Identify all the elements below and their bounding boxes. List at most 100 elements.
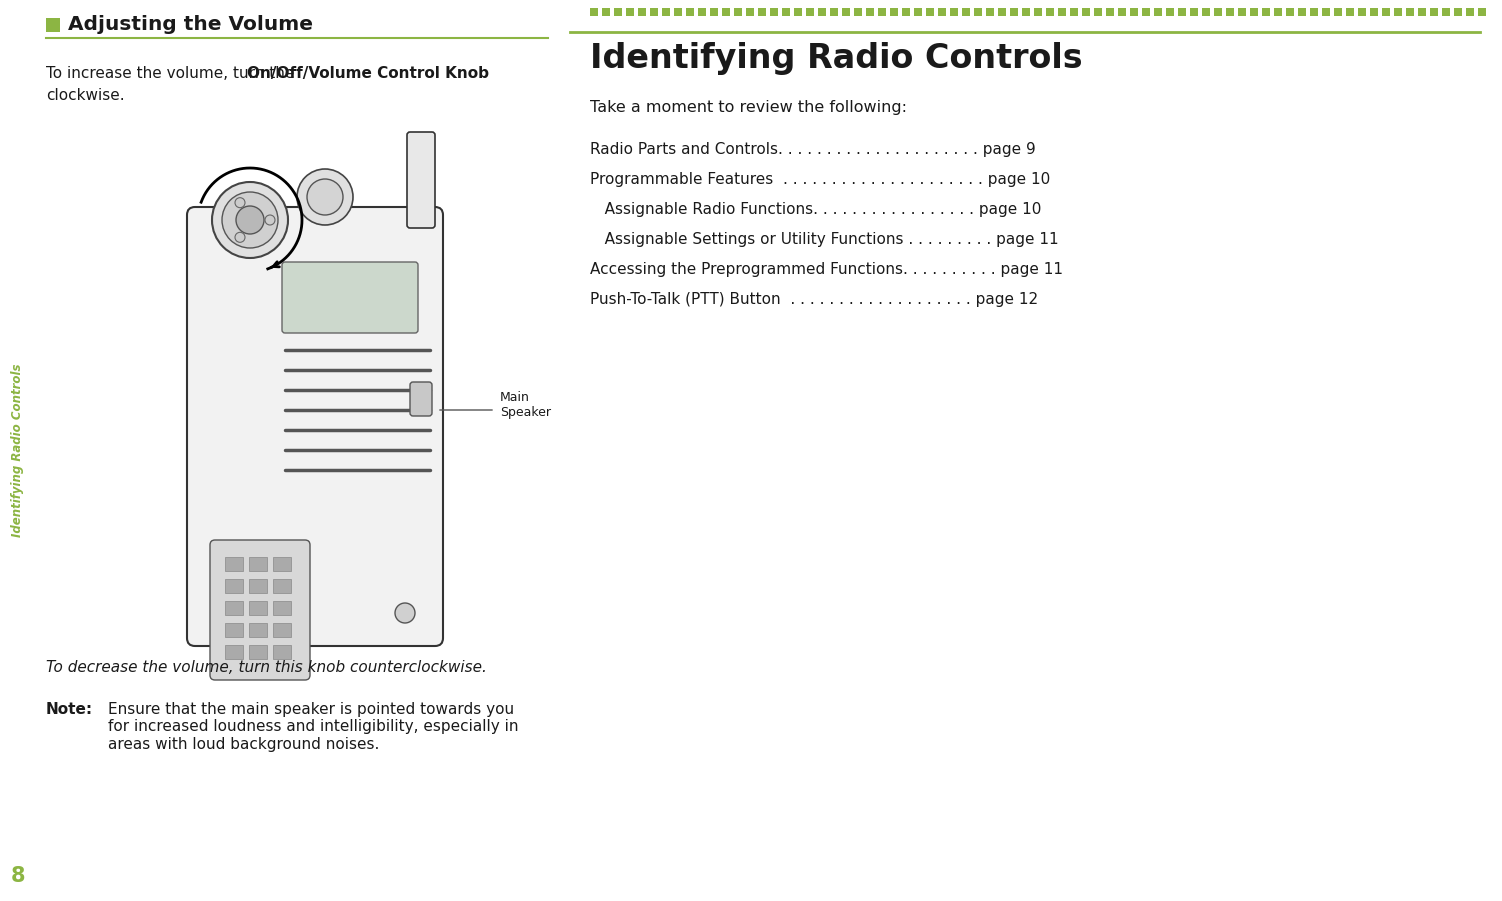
Text: Identifying Radio Controls: Identifying Radio Controls <box>12 364 24 537</box>
Bar <box>1226 8 1235 16</box>
Bar <box>1418 8 1425 16</box>
Bar <box>1093 8 1102 16</box>
Bar <box>1202 8 1211 16</box>
Text: Main
Speaker: Main Speaker <box>500 391 551 419</box>
Bar <box>1178 8 1187 16</box>
Bar <box>819 8 826 16</box>
Text: Ensure that the main speaker is pointed towards you
for increased loudness and i: Ensure that the main speaker is pointed … <box>108 702 518 751</box>
Bar <box>1238 8 1247 16</box>
Text: Programmable Features  . . . . . . . . . . . . . . . . . . . . . page 10: Programmable Features . . . . . . . . . … <box>590 172 1050 187</box>
Circle shape <box>236 206 264 234</box>
Bar <box>249 645 267 659</box>
Circle shape <box>297 169 353 225</box>
Bar <box>686 8 694 16</box>
Bar <box>650 8 658 16</box>
FancyBboxPatch shape <box>407 132 436 228</box>
Bar <box>1334 8 1341 16</box>
Bar <box>807 8 814 16</box>
Bar <box>225 645 243 659</box>
Bar <box>903 8 910 16</box>
FancyBboxPatch shape <box>188 207 443 646</box>
Bar <box>891 8 898 16</box>
Bar <box>961 8 970 16</box>
Bar <box>1190 8 1199 16</box>
Bar <box>626 8 634 16</box>
Bar <box>273 579 291 593</box>
Text: clockwise.: clockwise. <box>47 88 125 103</box>
Bar <box>273 601 291 615</box>
Bar <box>1130 8 1139 16</box>
Bar <box>949 8 958 16</box>
Text: Push-To-Talk (PTT) Button  . . . . . . . . . . . . . . . . . . . page 12: Push-To-Talk (PTT) Button . . . . . . . … <box>590 292 1038 307</box>
Bar <box>927 8 934 16</box>
Bar <box>1045 8 1054 16</box>
Bar <box>602 8 610 16</box>
Text: To decrease the volume, turn this knob counterclockwise.: To decrease the volume, turn this knob c… <box>47 660 487 675</box>
Bar <box>1262 8 1271 16</box>
Bar <box>710 8 718 16</box>
Bar <box>795 8 802 16</box>
Bar <box>746 8 754 16</box>
Bar <box>1394 8 1401 16</box>
Text: On/Off/Volume Control Knob: On/Off/Volume Control Knob <box>248 66 490 81</box>
Bar <box>1370 8 1377 16</box>
Bar <box>734 8 742 16</box>
FancyBboxPatch shape <box>410 382 433 416</box>
Text: Assignable Radio Functions. . . . . . . . . . . . . . . . . page 10: Assignable Radio Functions. . . . . . . … <box>590 202 1041 217</box>
Bar <box>1478 8 1485 16</box>
Bar <box>1069 8 1078 16</box>
Bar <box>759 8 766 16</box>
Bar <box>674 8 682 16</box>
Bar <box>1250 8 1259 16</box>
Bar <box>273 557 291 571</box>
Bar <box>1322 8 1329 16</box>
Bar <box>1454 8 1461 16</box>
Bar <box>1081 8 1090 16</box>
Bar <box>985 8 994 16</box>
Bar <box>1406 8 1413 16</box>
FancyBboxPatch shape <box>210 540 309 680</box>
Bar <box>273 645 291 659</box>
Bar <box>225 601 243 615</box>
Bar <box>855 8 862 16</box>
Bar <box>1442 8 1449 16</box>
Bar <box>47 18 60 32</box>
Text: Assignable Settings or Utility Functions . . . . . . . . . page 11: Assignable Settings or Utility Functions… <box>590 232 1059 247</box>
Bar <box>590 8 598 16</box>
Bar <box>1154 8 1163 16</box>
Bar <box>249 601 267 615</box>
Circle shape <box>222 192 278 248</box>
Bar <box>831 8 838 16</box>
Bar <box>225 579 243 593</box>
Text: Accessing the Preprogrammed Functions. . . . . . . . . . page 11: Accessing the Preprogrammed Functions. .… <box>590 262 1063 277</box>
Bar <box>1021 8 1030 16</box>
Bar <box>771 8 778 16</box>
Text: To increase the volume, turn the: To increase the volume, turn the <box>47 66 299 81</box>
Bar <box>1057 8 1066 16</box>
Text: 8: 8 <box>11 866 26 886</box>
Bar <box>1466 8 1473 16</box>
Bar <box>1346 8 1353 16</box>
Text: Take a moment to review the following:: Take a moment to review the following: <box>590 100 907 115</box>
Bar <box>1117 8 1126 16</box>
Bar <box>1105 8 1114 16</box>
Bar <box>722 8 730 16</box>
Bar <box>939 8 946 16</box>
Bar <box>1033 8 1042 16</box>
Bar <box>249 623 267 637</box>
Text: Radio Parts and Controls. . . . . . . . . . . . . . . . . . . . . page 9: Radio Parts and Controls. . . . . . . . … <box>590 142 1036 157</box>
Bar <box>614 8 622 16</box>
Bar <box>273 623 291 637</box>
Bar <box>1166 8 1175 16</box>
Bar <box>973 8 982 16</box>
Bar <box>698 8 706 16</box>
Circle shape <box>234 197 245 207</box>
Bar <box>1358 8 1365 16</box>
Bar <box>662 8 670 16</box>
Text: Note:: Note: <box>47 702 93 717</box>
Bar <box>915 8 922 16</box>
Bar <box>1274 8 1283 16</box>
Text: Adjusting the Volume: Adjusting the Volume <box>68 15 312 34</box>
Bar <box>1142 8 1151 16</box>
Bar <box>1310 8 1317 16</box>
